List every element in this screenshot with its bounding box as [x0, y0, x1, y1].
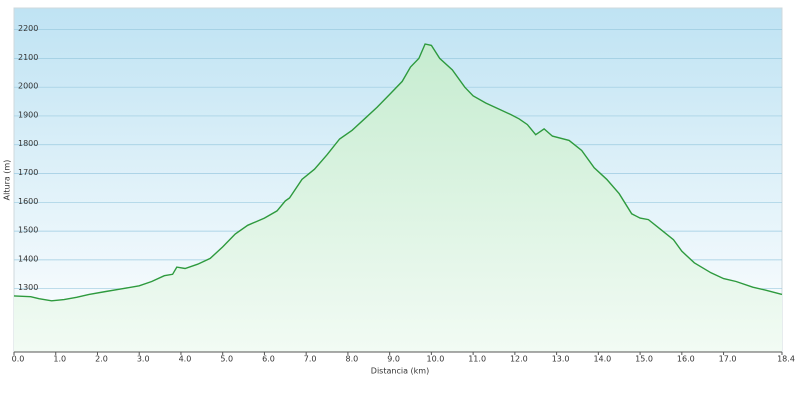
- x-tick-label: 8.0: [346, 355, 359, 364]
- y-tick-label: 1400: [18, 254, 38, 263]
- x-tick-label: 9.0: [387, 355, 400, 364]
- y-tick-label: 2100: [18, 53, 38, 62]
- x-tick-label: 17.0: [719, 355, 737, 364]
- x-tick-label: 15.0: [635, 355, 653, 364]
- x-tick-label: 0.0: [12, 355, 25, 364]
- x-tick-label: 3.0: [137, 355, 150, 364]
- x-tick-label: 16.0: [677, 355, 695, 364]
- x-axis-label: Distancia (km): [371, 367, 429, 376]
- x-tick-label: 12.0: [510, 355, 528, 364]
- x-tick-label: 1.0: [53, 355, 66, 364]
- x-tick-label: 11.0: [468, 355, 486, 364]
- y-axis-label: Altura (m): [3, 160, 12, 201]
- y-tick-label: 1600: [18, 197, 38, 206]
- x-tick-label: 2.0: [95, 355, 108, 364]
- y-tick-label: 2000: [18, 82, 38, 91]
- x-tick-label: 4.0: [179, 355, 192, 364]
- line: [13, 43, 783, 302]
- x-tick-label: 14.0: [593, 355, 611, 364]
- area: [14, 44, 782, 352]
- y-tick-label: 1500: [18, 226, 38, 235]
- x-tick-label: 6.0: [262, 355, 275, 364]
- x-tick-label: 5.0: [220, 355, 233, 364]
- x-tick-label: 10.0: [426, 355, 444, 364]
- x-tick-label: 13.0: [552, 355, 570, 364]
- y-tick-label: 1900: [18, 110, 38, 119]
- y-tick-label: 1300: [18, 283, 38, 292]
- y-tick-label: 1700: [18, 168, 38, 177]
- x-tick-label: 18.4: [777, 355, 795, 364]
- y-tick-label: 1800: [18, 139, 38, 148]
- y-tick-label: 2200: [18, 24, 38, 33]
- x-tick-label: 7.0: [304, 355, 317, 364]
